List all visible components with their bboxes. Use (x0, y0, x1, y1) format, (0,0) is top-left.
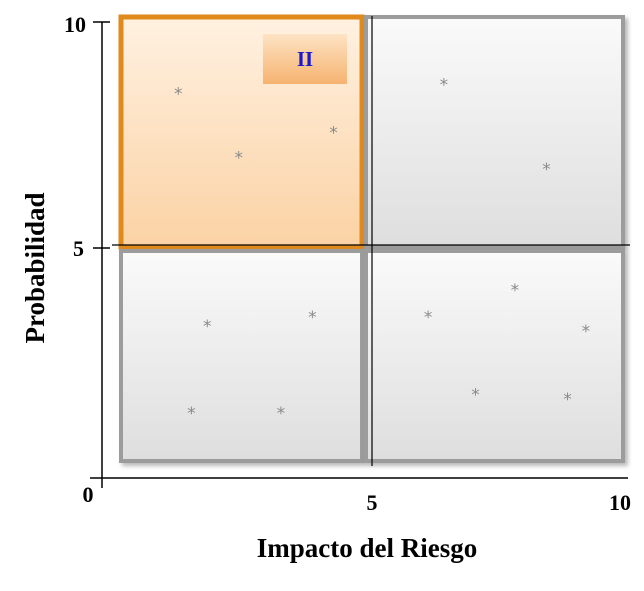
quadrant-bottom-left (119, 249, 364, 463)
y-tick-label-5: 5 (73, 236, 84, 261)
data-point-7: * (308, 308, 317, 328)
y-tick-label-10: 10 (64, 12, 86, 37)
x-tick-label-10: 10 (609, 490, 631, 515)
quadrant-top-right (364, 15, 625, 249)
quadrant-label-text: II (297, 47, 313, 71)
data-point-2: * (235, 149, 244, 169)
data-point-10: * (424, 308, 433, 328)
quadrant-top-left: II (118, 14, 365, 250)
x-axis-title: Impacto del Riesgo (257, 533, 477, 563)
quadrant-bottom-right (364, 249, 625, 463)
data-point-6: * (203, 317, 212, 337)
data-point-9: * (277, 404, 286, 424)
data-point-11: * (511, 281, 520, 301)
quadrant-label-badge: II (263, 34, 347, 84)
data-point-4: * (440, 76, 449, 96)
data-point-13: * (471, 386, 480, 406)
data-point-14: * (563, 390, 572, 410)
origin-label: 0 (83, 482, 94, 507)
data-point-1: * (174, 85, 183, 105)
x-tick-label-5: 5 (367, 490, 378, 515)
data-point-5: * (542, 160, 551, 180)
data-point-3: * (329, 123, 338, 143)
data-point-12: * (582, 322, 591, 342)
y-axis-title: Probabilidad (20, 192, 50, 343)
data-point-8: * (187, 404, 196, 424)
